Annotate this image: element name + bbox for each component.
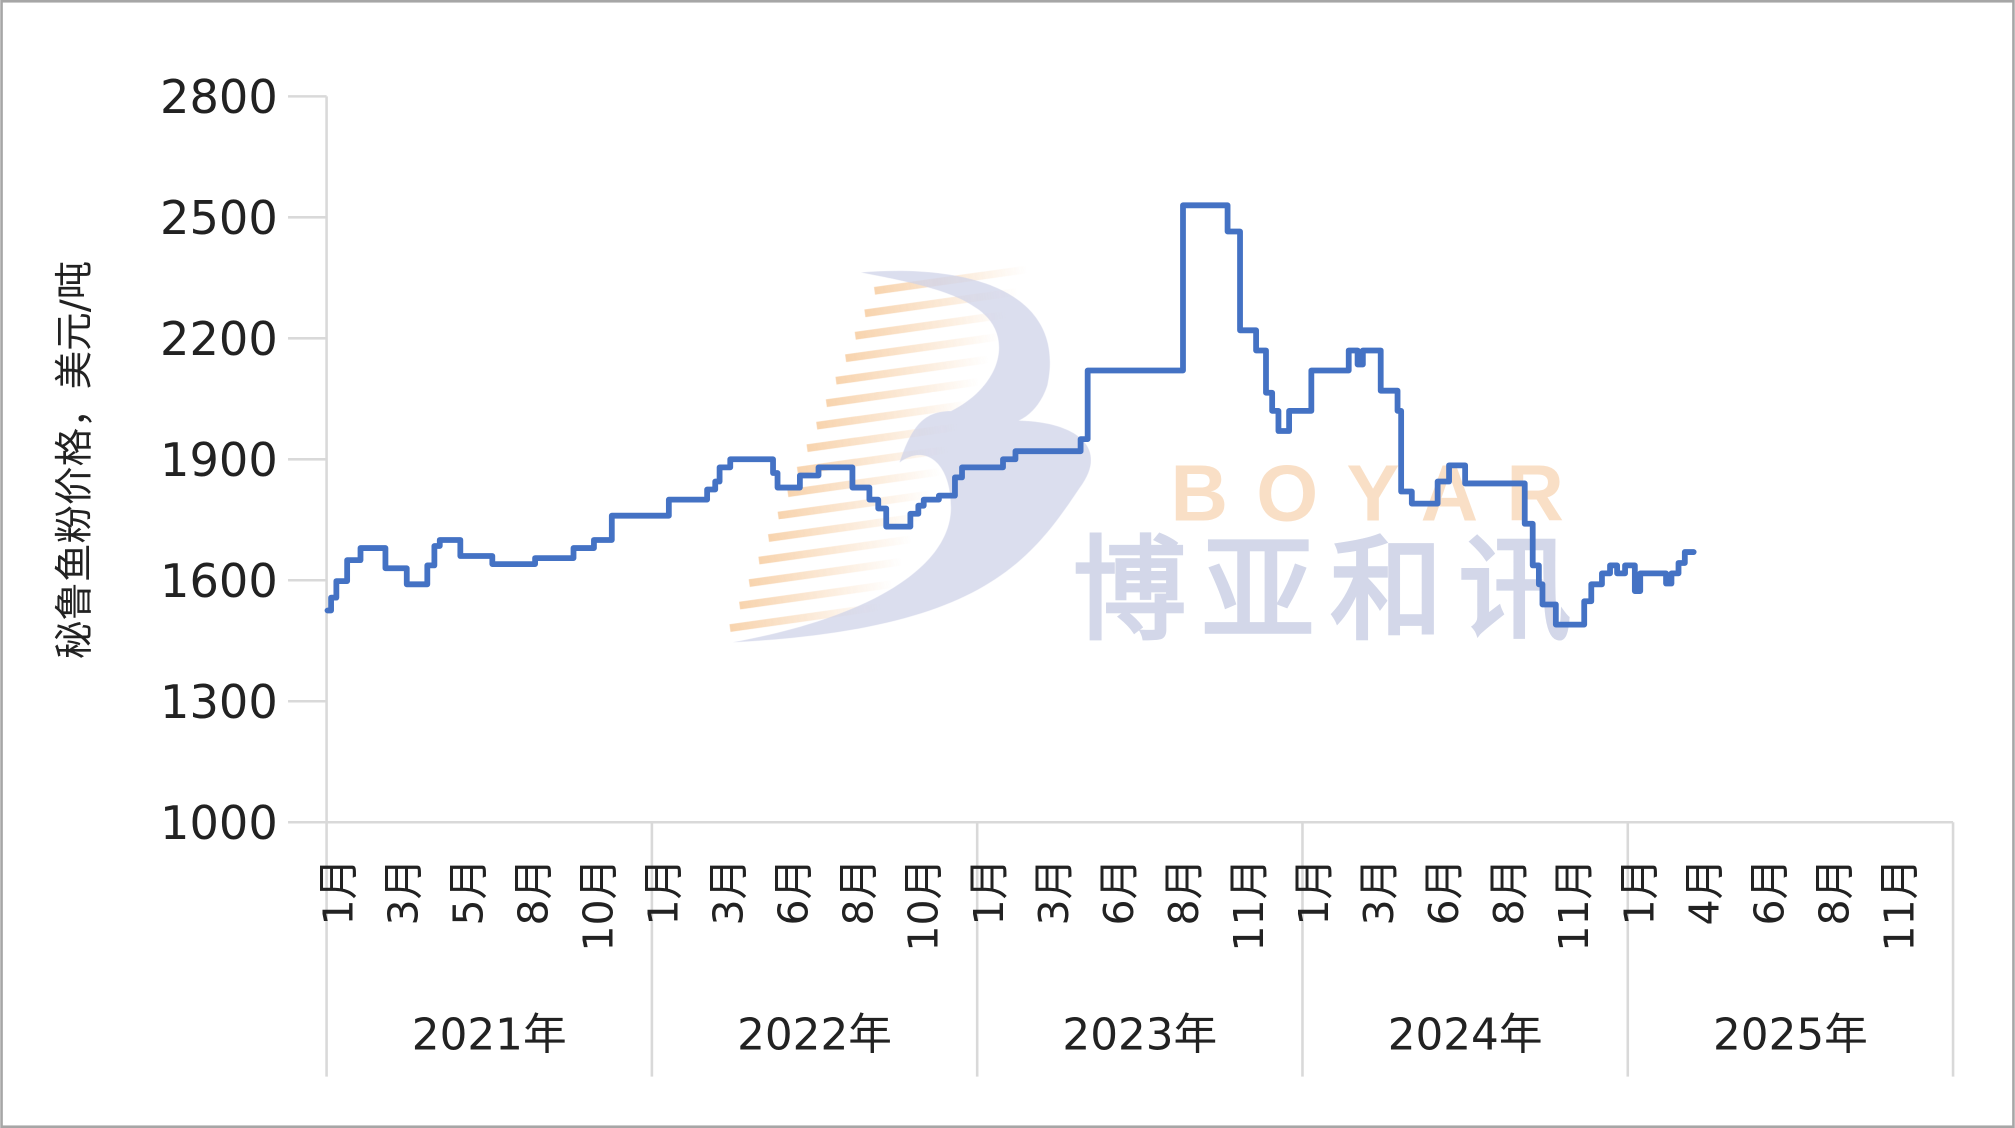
month-label: 1月 [314,858,362,925]
y-tick-label: 2500 [160,191,278,245]
month-label: 11月 [1225,858,1273,951]
month-label: 3月 [1355,858,1403,925]
month-label: 3月 [1030,858,1078,925]
y-tick-labels: 1000 1300 1600 1900 2200 2500 2800 [160,70,278,850]
year-label: 2022年 [737,1010,892,1061]
month-label: 6月 [1745,858,1793,925]
watermark-stripe [748,557,903,587]
month-label: 8月 [1160,858,1208,925]
month-label: 1月 [640,858,688,925]
year-label: 2024年 [1388,1010,1543,1061]
watermark-brand-cn: 博亚和讯 [1073,525,1587,657]
watermark-stripe [758,535,913,565]
month-label: 1月 [965,858,1013,925]
month-label: 8月 [1810,858,1858,925]
month-label: 11月 [1875,858,1923,951]
x-tick-labels: 2021年 1月 3月 5月 8月 10月 2022年 1月 3月 6月 8月 10月 2023年 1月 3… [314,858,1923,1060]
month-label: 6月 [770,858,818,925]
watermark-stripe [845,332,999,363]
month-label: 8月 [1485,858,1533,925]
y-tick-label: 1300 [160,675,278,729]
month-label: 6月 [1095,858,1143,925]
y-tick-label: 2200 [160,312,278,366]
watermark-stripe [777,490,932,520]
month-label: 3月 [705,858,753,925]
month-label: 10月 [900,858,948,951]
month-label: 10月 [574,858,622,951]
month-label: 5月 [444,858,492,925]
year-label: 2023年 [1062,1010,1217,1061]
watermark-stripe [816,400,970,430]
watermark-stripe [768,512,922,542]
watermark-b-shape [732,270,1091,643]
watermark-brand-en: BOYAR [1171,448,1593,537]
month-label: 1月 [1615,858,1663,925]
month-label: 8月 [509,858,557,925]
y-tick-label: 2800 [160,70,278,124]
year-label: 2021年 [412,1010,567,1061]
watermark-stripe [835,355,990,385]
series-line [324,202,1697,628]
watermark-stripe [854,310,1009,340]
y-axis-label: 秘鲁鱼粉价格，美元/吨 [53,261,98,659]
month-label: 4月 [1680,858,1728,925]
watermark-stripe [729,602,884,632]
axes [288,95,1955,1077]
month-label: 8月 [835,858,883,925]
month-label: 11月 [1550,858,1598,951]
watermark-logo: BOYAR 博亚和讯 [729,265,1593,657]
y-tick-label: 1600 [160,554,278,608]
month-label: 3月 [379,858,427,925]
month-label: 6月 [1420,858,1468,925]
y-tick-label: 1900 [160,433,278,487]
y-tick-label: 1000 [160,796,278,850]
watermark-stripe [787,467,942,497]
month-label: 1月 [1290,858,1338,925]
watermark-stripe [825,377,980,408]
year-label: 2025年 [1713,1010,1868,1061]
watermark-stripe [739,580,893,610]
